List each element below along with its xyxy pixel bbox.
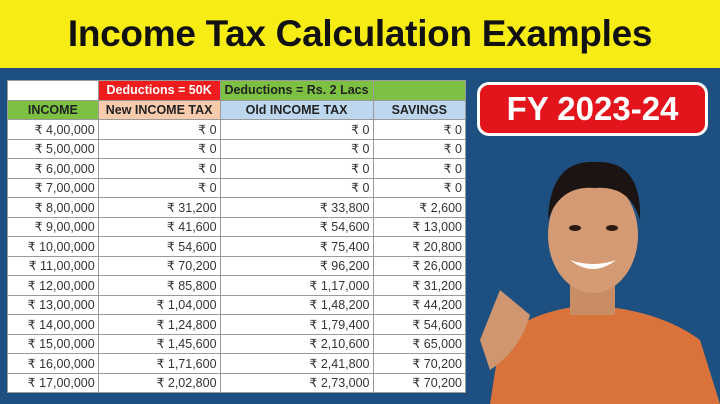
table-row-cell: ₹ 13,00,000: [7, 294, 99, 315]
table-row-cell: ₹ 1,45,600: [97, 333, 221, 354]
table-row-cell: ₹ 15,00,000: [7, 333, 99, 354]
table-row-cell: ₹ 8,00,000: [7, 197, 99, 218]
table-row-cell: ₹ 1,71,600: [97, 353, 221, 374]
table-row: ₹ 4,00,000 ₹ 0 ₹ 0 ₹ 0: [7, 119, 466, 140]
table-row: ₹ 8,00,000 ₹ 31,200 ₹ 33,800 ₹ 2,600: [7, 197, 466, 218]
table-row-cell: ₹ 7,00,000: [7, 177, 99, 198]
table-row: ₹ 16,00,000 ₹ 1,71,600 ₹ 2,41,800 ₹ 70,200: [7, 353, 466, 374]
hair: [548, 161, 641, 220]
header-row-cell: New INCOME TAX: [97, 99, 221, 120]
table-row-cell: ₹ 17,00,000: [7, 372, 99, 393]
table-row: ₹ 12,00,000 ₹ 85,800 ₹ 1,17,000 ₹ 31,200: [7, 275, 466, 296]
table-row-cell: ₹ 0: [97, 138, 221, 159]
table-row-cell: ₹ 2,02,800: [97, 372, 221, 393]
table-row-cell: ₹ 70,200: [372, 353, 466, 374]
shirt: [490, 305, 720, 404]
table-row: ₹ 10,00,000 ₹ 54,600 ₹ 75,400 ₹ 20,800: [7, 236, 466, 257]
table-row-cell: ₹ 0: [97, 119, 221, 140]
table-row: ₹ 15,00,000 ₹ 1,45,600 ₹ 2,10,600 ₹ 65,000: [7, 333, 466, 354]
table-row-cell: ₹ 70,200: [372, 372, 466, 393]
table-row-cell: ₹ 1,04,000: [97, 294, 221, 315]
presenter-photo: [470, 140, 720, 404]
table-row-cell: ₹ 1,48,200: [219, 294, 374, 315]
title: Income Tax Calculation Examples: [67, 13, 653, 54]
table-row-cell: ₹ 0: [219, 177, 374, 198]
table-row-cell: ₹ 0: [372, 177, 466, 198]
table-row-cell: ₹ 0: [372, 158, 466, 179]
table-row-cell: ₹ 70,200: [97, 255, 221, 276]
table-row-cell: ₹ 4,00,000: [7, 119, 99, 140]
table-row-cell: ₹ 0: [372, 119, 466, 140]
table-row-cell: ₹ 33,800: [219, 197, 374, 218]
table-row-cell: ₹ 31,200: [97, 197, 221, 218]
table-row-cell: ₹ 44,200: [372, 294, 466, 315]
title-banner: Income Tax Calculation Examples: [0, 0, 720, 68]
table-row-cell: ₹ 54,600: [372, 314, 466, 335]
header-row-cell: SAVINGS: [372, 99, 466, 120]
table-row-cell: ₹ 0: [372, 138, 466, 159]
table-row-cell: ₹ 13,000: [372, 216, 466, 237]
table-row: ₹ 13,00,000 ₹ 1,04,000 ₹ 1,48,200 ₹ 44,200: [7, 294, 466, 315]
table-row: ₹ 9,00,000 ₹ 41,600 ₹ 54,600 ₹ 13,000: [7, 216, 466, 237]
group-header-row-cell: Deductions = Rs. 2 Lacs: [219, 80, 374, 101]
table-row: ₹ 14,00,000 ₹ 1,24,800 ₹ 1,79,400 ₹ 54,600: [7, 314, 466, 335]
group-header-row: Deductions = 50K Deductions = Rs. 2 Lacs: [7, 80, 466, 101]
table-row-cell: ₹ 10,00,000: [7, 236, 99, 257]
face: [548, 177, 638, 293]
table-row-cell: ₹ 2,10,600: [219, 333, 374, 354]
group-header-row-cell: [372, 80, 466, 101]
table-row-cell: ₹ 96,200: [219, 255, 374, 276]
table-row-cell: ₹ 2,600: [372, 197, 466, 218]
table-row-cell: ₹ 65,000: [372, 333, 466, 354]
table-row-cell: ₹ 1,17,000: [219, 275, 374, 296]
table-row-cell: ₹ 12,00,000: [7, 275, 99, 296]
table-row-cell: ₹ 0: [219, 158, 374, 179]
table-row-cell: ₹ 0: [219, 138, 374, 159]
table-row-cell: ₹ 11,00,000: [7, 255, 99, 276]
table-row-cell: ₹ 41,600: [97, 216, 221, 237]
table-row-cell: ₹ 5,00,000: [7, 138, 99, 159]
table-row: ₹ 11,00,000 ₹ 70,200 ₹ 96,200 ₹ 26,000: [7, 255, 466, 276]
table-row-cell: ₹ 0: [219, 119, 374, 140]
header-row: INCOME New INCOME TAX Old INCOME TAX SAVING…: [7, 99, 466, 120]
table-row-cell: ₹ 1,24,800: [97, 314, 221, 335]
group-header-row-cell: Deductions = 50K: [97, 80, 221, 101]
table-row-cell: ₹ 9,00,000: [7, 216, 99, 237]
table-row-cell: ₹ 54,600: [219, 216, 374, 237]
table-row-cell: ₹ 85,800: [97, 275, 221, 296]
table-row-cell: ₹ 2,73,000: [219, 372, 374, 393]
group-header-row-cell: [7, 80, 99, 101]
table-row-cell: ₹ 26,000: [372, 255, 466, 276]
header-row-cell: Old INCOME TAX: [219, 99, 374, 120]
table-row: ₹ 6,00,000 ₹ 0 ₹ 0 ₹ 0: [7, 158, 466, 179]
table-row-cell: ₹ 6,00,000: [7, 158, 99, 179]
header-row-cell: INCOME: [7, 99, 99, 120]
table-row: ₹ 5,00,000 ₹ 0 ₹ 0 ₹ 0: [7, 138, 466, 159]
table-row-cell: ₹ 2,41,800: [219, 353, 374, 374]
table-row-cell: ₹ 0: [97, 177, 221, 198]
pointing-hand: [480, 290, 530, 370]
table-row: ₹ 17,00,000 ₹ 2,02,800 ₹ 2,73,000 ₹ 70,200: [7, 372, 466, 393]
table-row-cell: ₹ 75,400: [219, 236, 374, 257]
table-row-cell: ₹ 31,200: [372, 275, 466, 296]
table-row-cell: ₹ 1,79,400: [219, 314, 374, 335]
fy-badge: FY 2023-24: [477, 82, 708, 136]
table-row: ₹ 7,00,000 ₹ 0 ₹ 0 ₹ 0: [7, 177, 466, 198]
tax-table: Deductions = 50K Deductions = Rs. 2 Lacs I…: [7, 80, 466, 393]
table-row-cell: ₹ 14,00,000: [7, 314, 99, 335]
table-row-cell: ₹ 16,00,000: [7, 353, 99, 374]
table-row-cell: ₹ 54,600: [97, 236, 221, 257]
table-row-cell: ₹ 20,800: [372, 236, 466, 257]
table-row-cell: ₹ 0: [97, 158, 221, 179]
